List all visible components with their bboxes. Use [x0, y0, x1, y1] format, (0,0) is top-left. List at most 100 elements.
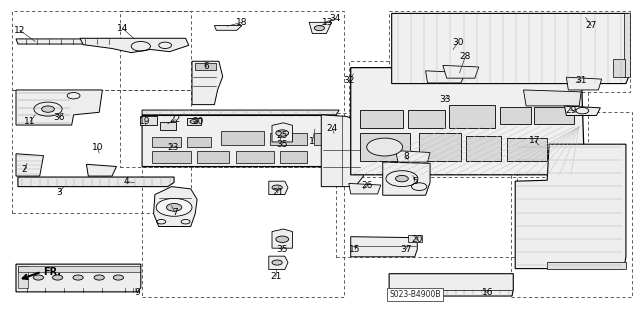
Text: 12: 12 [14, 26, 26, 35]
Polygon shape [349, 183, 381, 194]
Text: 20: 20 [412, 235, 423, 244]
Polygon shape [154, 187, 197, 226]
Bar [18, 266, 28, 288]
Bar [142, 167, 344, 297]
Bar [236, 151, 274, 163]
Bar [613, 59, 625, 77]
Bar [419, 133, 461, 161]
Polygon shape [142, 110, 339, 115]
Bar [12, 11, 191, 90]
Text: 19: 19 [139, 117, 150, 126]
Text: 21: 21 [272, 189, 284, 197]
Text: 35: 35 [276, 245, 288, 254]
Polygon shape [351, 237, 417, 257]
Text: 3: 3 [56, 188, 61, 197]
Text: 36: 36 [54, 113, 65, 122]
Bar [152, 137, 181, 147]
Bar [195, 63, 216, 70]
Bar [507, 138, 547, 161]
Text: 9: 9 [135, 288, 140, 297]
Bar [408, 235, 422, 242]
Polygon shape [16, 154, 44, 176]
Bar [360, 133, 410, 161]
Text: FR.: FR. [44, 267, 61, 277]
Polygon shape [269, 256, 288, 270]
Polygon shape [566, 77, 602, 90]
Text: 25: 25 [276, 131, 287, 140]
Text: 33: 33 [439, 95, 451, 104]
Polygon shape [309, 22, 332, 33]
Text: S023-B4900B: S023-B4900B [389, 290, 440, 299]
Circle shape [272, 260, 282, 265]
Circle shape [73, 275, 83, 280]
Text: 24: 24 [326, 124, 338, 133]
Polygon shape [515, 144, 626, 269]
Polygon shape [16, 39, 115, 44]
Bar [408, 110, 445, 128]
Circle shape [367, 138, 403, 156]
Text: 20: 20 [193, 117, 204, 126]
Polygon shape [272, 123, 292, 142]
Bar [221, 131, 264, 145]
Text: 5: 5 [412, 177, 417, 186]
Text: 10: 10 [92, 143, 103, 152]
Circle shape [190, 120, 198, 123]
Polygon shape [272, 229, 292, 248]
Bar [534, 107, 574, 124]
Text: 27: 27 [586, 21, 597, 30]
Circle shape [33, 275, 44, 280]
Polygon shape [389, 274, 513, 296]
Polygon shape [16, 264, 141, 292]
Text: 8: 8 [403, 152, 408, 161]
Circle shape [166, 204, 182, 211]
Text: 21: 21 [270, 272, 282, 281]
Text: 34: 34 [330, 14, 341, 23]
Circle shape [272, 185, 282, 190]
Bar [197, 151, 229, 163]
Text: 17: 17 [529, 137, 541, 145]
Bar [187, 137, 211, 147]
Text: 31: 31 [575, 76, 587, 85]
Polygon shape [396, 151, 430, 162]
Bar [120, 11, 344, 167]
Polygon shape [564, 106, 600, 115]
Bar [12, 90, 191, 213]
Bar [500, 107, 531, 124]
Circle shape [396, 175, 408, 182]
Polygon shape [192, 61, 223, 105]
Circle shape [42, 106, 54, 112]
Polygon shape [86, 164, 116, 176]
Circle shape [94, 275, 104, 280]
Circle shape [276, 130, 289, 136]
Bar [511, 112, 632, 297]
Bar [18, 266, 140, 272]
Bar [349, 61, 588, 177]
Text: 22: 22 [170, 115, 181, 124]
Bar [140, 116, 157, 125]
Polygon shape [392, 13, 628, 84]
Text: 4: 4 [124, 177, 129, 186]
Polygon shape [80, 38, 189, 53]
Polygon shape [321, 115, 364, 187]
Text: 23: 23 [168, 143, 179, 152]
Polygon shape [624, 13, 630, 77]
Polygon shape [18, 177, 174, 187]
Polygon shape [269, 181, 288, 195]
Polygon shape [383, 162, 430, 195]
Polygon shape [426, 71, 466, 83]
Polygon shape [351, 68, 584, 175]
Text: 6: 6 [204, 63, 209, 71]
Bar [270, 133, 307, 145]
Text: 1: 1 [310, 137, 315, 146]
Polygon shape [524, 90, 581, 106]
Text: 28: 28 [460, 52, 471, 61]
Text: 35: 35 [276, 140, 288, 149]
Bar [449, 105, 495, 128]
Text: 13: 13 [322, 18, 333, 27]
Circle shape [314, 26, 324, 31]
Bar [187, 118, 201, 125]
Polygon shape [214, 26, 242, 30]
Bar [389, 11, 630, 92]
Circle shape [276, 236, 289, 242]
Text: 2: 2 [22, 165, 27, 174]
